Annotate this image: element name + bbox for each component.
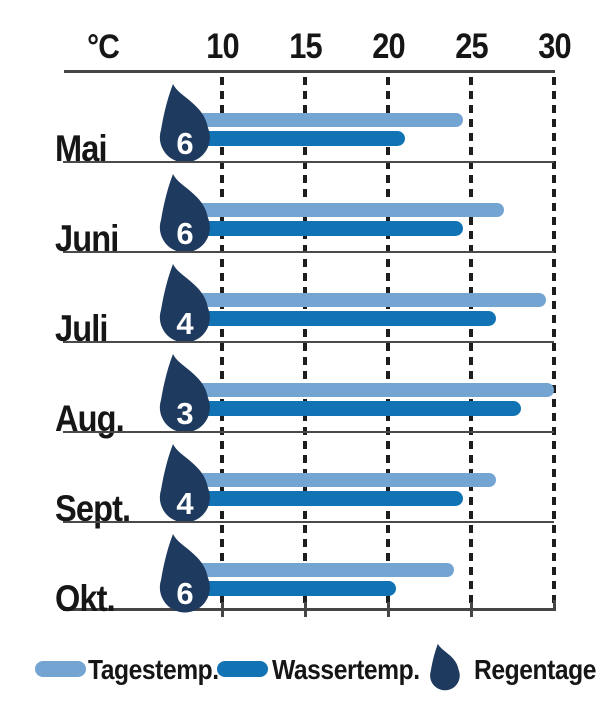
gridline bbox=[552, 77, 556, 608]
top-axis-line bbox=[64, 70, 555, 73]
baseline-tick bbox=[386, 602, 390, 617]
axis-unit-label: °C bbox=[87, 28, 120, 66]
day-temp-bar bbox=[183, 563, 455, 577]
day-temp-bar bbox=[183, 203, 505, 217]
axis-tick-25: 25 bbox=[454, 27, 488, 66]
day-temp-legend-swatch bbox=[35, 661, 86, 677]
rain-days-value: 3 bbox=[176, 396, 194, 431]
axis-tick-10: 10 bbox=[205, 27, 239, 66]
axis-tick-20: 20 bbox=[371, 27, 405, 66]
rain-days-value: 6 bbox=[176, 126, 194, 161]
day-temp-bar bbox=[183, 473, 496, 487]
month-label: Okt. bbox=[55, 578, 116, 619]
water-temp-legend-swatch bbox=[217, 661, 268, 677]
baseline-tick bbox=[303, 602, 307, 617]
rain-days-value: 6 bbox=[176, 576, 194, 611]
water-temp-bar bbox=[183, 581, 397, 596]
raindrop-icon bbox=[159, 354, 210, 433]
day-temp-bar bbox=[183, 293, 546, 307]
raindrop-icon bbox=[159, 84, 210, 163]
raindrop-icon bbox=[159, 174, 210, 253]
row-separator bbox=[63, 161, 554, 163]
day-temp-bar bbox=[183, 113, 463, 127]
rain-days-value: 6 bbox=[176, 216, 194, 251]
raindrop-icon bbox=[430, 643, 460, 691]
water-temp-legend-label: Wassertemp. bbox=[272, 654, 420, 685]
raindrop-icon bbox=[159, 444, 210, 523]
water-temp-bar bbox=[183, 131, 405, 146]
rain-days-value: 4 bbox=[176, 486, 194, 521]
baseline-end-tick bbox=[553, 600, 556, 610]
axis-tick-30: 30 bbox=[537, 27, 571, 66]
row-separator bbox=[63, 341, 554, 343]
raindrop-icon bbox=[159, 534, 210, 613]
rain-days-legend-label: Regentage bbox=[474, 654, 597, 685]
baseline-tick bbox=[220, 602, 224, 617]
bottom-axis-line bbox=[63, 608, 556, 611]
day-temp-bar bbox=[183, 383, 554, 397]
day-temp-legend-label: Tagestemp. bbox=[88, 654, 219, 685]
water-temp-bar bbox=[183, 491, 463, 506]
rain-days-value: 4 bbox=[176, 306, 194, 341]
baseline-tick bbox=[469, 602, 473, 617]
axis-tick-15: 15 bbox=[288, 27, 322, 66]
water-temp-bar bbox=[183, 401, 521, 416]
water-temp-bar bbox=[183, 311, 496, 326]
raindrop-icon bbox=[159, 264, 210, 343]
row-separator bbox=[63, 521, 554, 523]
row-separator bbox=[63, 431, 554, 433]
row-separator bbox=[63, 251, 554, 253]
water-temp-bar bbox=[183, 221, 463, 236]
